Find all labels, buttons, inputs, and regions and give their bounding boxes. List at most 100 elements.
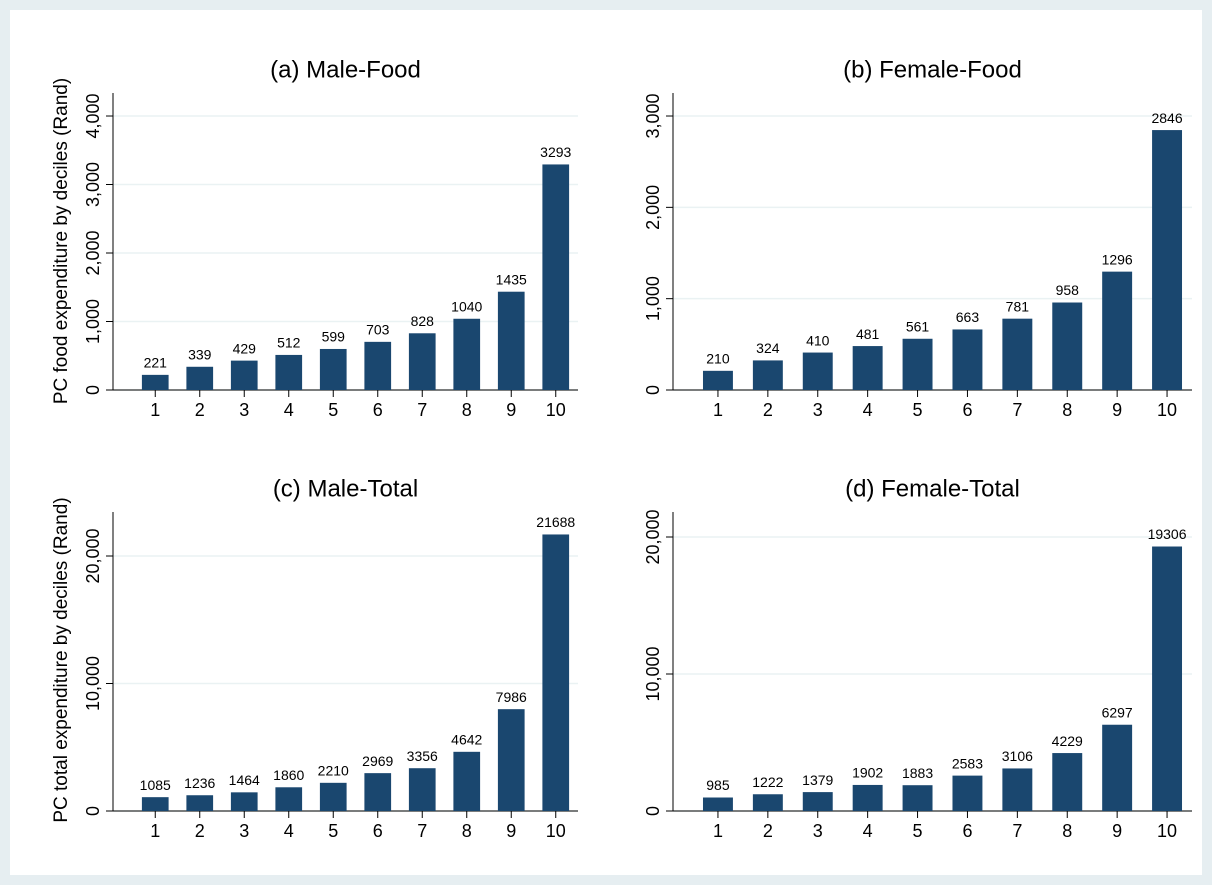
x-tick-label: 10 [1157,400,1177,420]
bar [1152,130,1183,390]
value-label: 1902 [852,765,883,781]
bar [141,374,169,390]
y-tick-label: 1,000 [83,299,103,344]
value-label: 210 [706,351,730,367]
x-tick-label: 3 [239,821,249,841]
chart-title: (b) Female-Food [843,56,1022,83]
value-label: 1085 [140,777,171,793]
y-tick-label: 4,000 [83,93,103,138]
value-label: 1464 [229,772,260,788]
value-label: 2846 [1151,110,1182,126]
x-tick-label: 1 [150,400,160,420]
value-label: 4229 [1052,733,1083,749]
x-tick-label: 2 [195,400,205,420]
value-label: 3356 [407,748,438,764]
bar [952,329,983,390]
value-label: 1860 [273,767,304,783]
x-tick-label: 6 [373,821,383,841]
value-label: 1435 [496,271,527,287]
value-label: 324 [756,340,780,356]
chart-title: (c) Male-Total [273,475,418,502]
value-label: 339 [188,346,212,362]
y-tick-label: 0 [83,385,103,395]
value-label: 828 [411,313,435,329]
bar [952,775,983,811]
x-tick-label: 7 [417,821,427,841]
bar [702,797,733,811]
x-tick-label: 5 [328,821,338,841]
value-label: 3106 [1002,748,1033,764]
value-label: 4642 [451,732,482,748]
bar [702,370,733,390]
bar [752,360,783,390]
graph-region [10,10,1202,875]
bar [1102,724,1133,811]
x-tick-label: 4 [284,821,294,841]
x-tick-label: 3 [239,400,249,420]
y-tick-label: 10,000 [643,646,663,701]
x-tick-label: 2 [763,400,773,420]
x-tick-label: 5 [913,400,923,420]
bar [1002,318,1033,390]
bar [542,534,570,811]
value-label: 7986 [496,689,527,705]
x-tick-label: 6 [373,400,383,420]
value-label: 663 [956,309,980,325]
x-tick-label: 7 [1012,400,1022,420]
value-label: 410 [806,332,830,348]
x-tick-label: 10 [546,400,566,420]
value-label: 703 [366,322,390,338]
value-label: 1236 [184,775,215,791]
bar [1002,768,1033,811]
x-tick-label: 9 [506,821,516,841]
bar [275,787,303,811]
value-label: 985 [706,777,730,793]
bar [802,352,833,390]
y-tick-label: 20,000 [643,509,663,564]
value-label: 781 [1006,298,1030,314]
x-tick-label: 6 [962,821,972,841]
bar [230,360,258,390]
value-label: 958 [1056,282,1080,298]
x-tick-label: 1 [713,821,723,841]
bar [497,291,525,390]
bar [1052,753,1083,811]
bar [408,768,436,811]
x-tick-label: 6 [962,400,972,420]
x-tick-label: 8 [462,821,472,841]
bar [186,795,214,811]
x-tick-label: 4 [863,821,873,841]
value-label: 512 [277,335,301,351]
value-label: 561 [906,318,930,334]
value-label: 3293 [540,144,571,160]
x-tick-label: 7 [417,400,427,420]
bar [1152,546,1183,811]
x-tick-label: 5 [913,821,923,841]
bar [230,792,258,811]
y-axis-title: PC food expenditure by deciles (Rand) [51,78,72,404]
bar [852,784,883,811]
value-label: 21688 [536,514,575,530]
value-label: 429 [233,340,257,356]
y-tick-label: 2,000 [643,185,663,230]
bar [319,348,347,390]
value-label: 481 [856,326,880,342]
value-label: 1222 [752,774,783,790]
bar [186,366,214,390]
bar [902,785,933,811]
x-tick-label: 9 [1112,400,1122,420]
bar [453,751,481,811]
y-tick-label: 0 [83,806,103,816]
bar [1052,302,1083,390]
y-axis-title: PC total expenditure by deciles (Rand) [51,497,72,822]
value-label: 6297 [1102,704,1133,720]
bar [141,797,169,811]
y-tick-label: 0 [643,806,663,816]
x-tick-label: 8 [1062,400,1072,420]
y-tick-label: 3,000 [83,162,103,207]
x-tick-label: 7 [1012,821,1022,841]
bar [1102,271,1133,390]
value-label: 2583 [952,755,983,771]
y-tick-label: 3,000 [643,93,663,138]
value-label: 1379 [802,772,833,788]
